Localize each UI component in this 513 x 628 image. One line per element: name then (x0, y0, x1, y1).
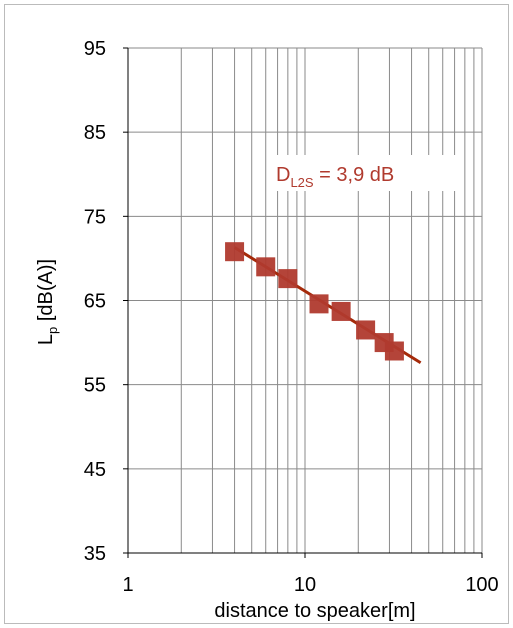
annotation-main: D (276, 164, 290, 186)
data-point (225, 242, 245, 262)
y-axis-label-main: L (35, 334, 57, 345)
y-tick-label: 95 (84, 38, 106, 60)
y-tick-label: 75 (84, 206, 106, 228)
data-point (331, 301, 351, 321)
x-tick-label: 1 (122, 574, 133, 596)
y-tick-label: 35 (84, 543, 106, 565)
x-tick-label: 100 (465, 574, 498, 596)
data-point (309, 294, 329, 314)
annotation: DL2S = 3,9 dB (270, 155, 460, 191)
y-tick-label: 45 (84, 459, 106, 481)
data-point (256, 257, 276, 277)
y-tick-label: 85 (84, 122, 106, 144)
annotation-label: DL2S = 3,9 dB (276, 164, 394, 190)
annotation-rest: = 3,9 dB (314, 164, 395, 186)
data-point (356, 320, 376, 340)
x-axis-label: distance to speaker[m] (214, 600, 415, 622)
data-point (278, 269, 298, 289)
y-tick-label: 55 (84, 375, 106, 397)
y-tick-label: 65 (84, 291, 106, 313)
x-tick-label: 10 (294, 574, 316, 596)
outer-border (4, 4, 509, 624)
y-axis-label-rest: [dB(A)] (35, 259, 57, 327)
annotation-background (270, 155, 460, 191)
data-point (384, 341, 404, 361)
annotation-subscript: L2S (290, 175, 313, 190)
y-axis-label: Lp [dB(A)] (35, 259, 60, 345)
y-axis-label-subscript: p (45, 327, 60, 334)
